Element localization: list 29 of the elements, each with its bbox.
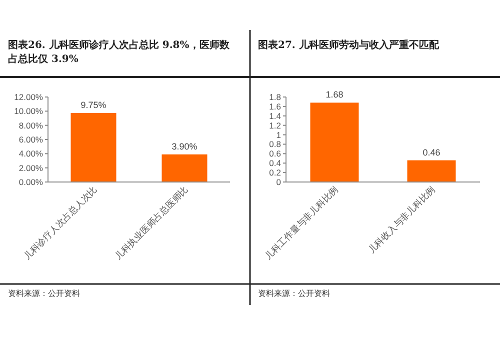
- y-tick-label: 0.6: [269, 148, 282, 159]
- y-tick-label: 0.2: [269, 168, 282, 178]
- y-tick-label: 8.00%: [18, 120, 44, 130]
- chart-title: 图表26. 儿科医师诊疗人次占总比 9.8%，医师数占总比仅 3.9%: [8, 39, 230, 65]
- chart-title: 图表27. 儿科医师劳动与收入严重不匹配: [258, 39, 440, 51]
- y-tick-label: 1.4: [269, 110, 282, 121]
- y-tick-label: 0.8: [269, 139, 282, 150]
- y-tick-label: 12.00%: [14, 92, 44, 102]
- x-tick-label: 儿科收入与非儿科比例: [366, 184, 438, 256]
- data-label: 1.68: [326, 90, 344, 100]
- data-label: 9.75%: [80, 100, 106, 110]
- text: 资料来源：公开资料: [8, 289, 80, 298]
- data-label: 0.46: [422, 147, 440, 158]
- y-tick-label: 0: [276, 176, 282, 187]
- y-tick-label: 2.00%: [18, 162, 44, 173]
- x-tick-label: 儿科诊疗人次占总人次比: [22, 184, 100, 262]
- text: 资料来源：公开资料: [258, 289, 330, 298]
- y-tick-label: 4.00%: [18, 148, 44, 159]
- y-tick-label: 0.4: [269, 158, 282, 168]
- y-tick-label: 1.6: [269, 101, 282, 112]
- x-tick-label: 儿科工作量与非儿科比例: [262, 184, 341, 262]
- x-tick-label: 儿科执业医师占总医师比: [112, 184, 191, 262]
- y-tick-label: 1: [276, 130, 282, 140]
- y-tick-label: 6.00%: [18, 134, 44, 144]
- y-tick-label: 0.00%: [18, 176, 44, 187]
- y-tick-label: 1.2: [269, 120, 282, 130]
- y-tick-label: 1.8: [269, 92, 282, 102]
- data-label: 3.90%: [172, 141, 198, 152]
- y-tick-label: 10.00%: [14, 106, 44, 116]
